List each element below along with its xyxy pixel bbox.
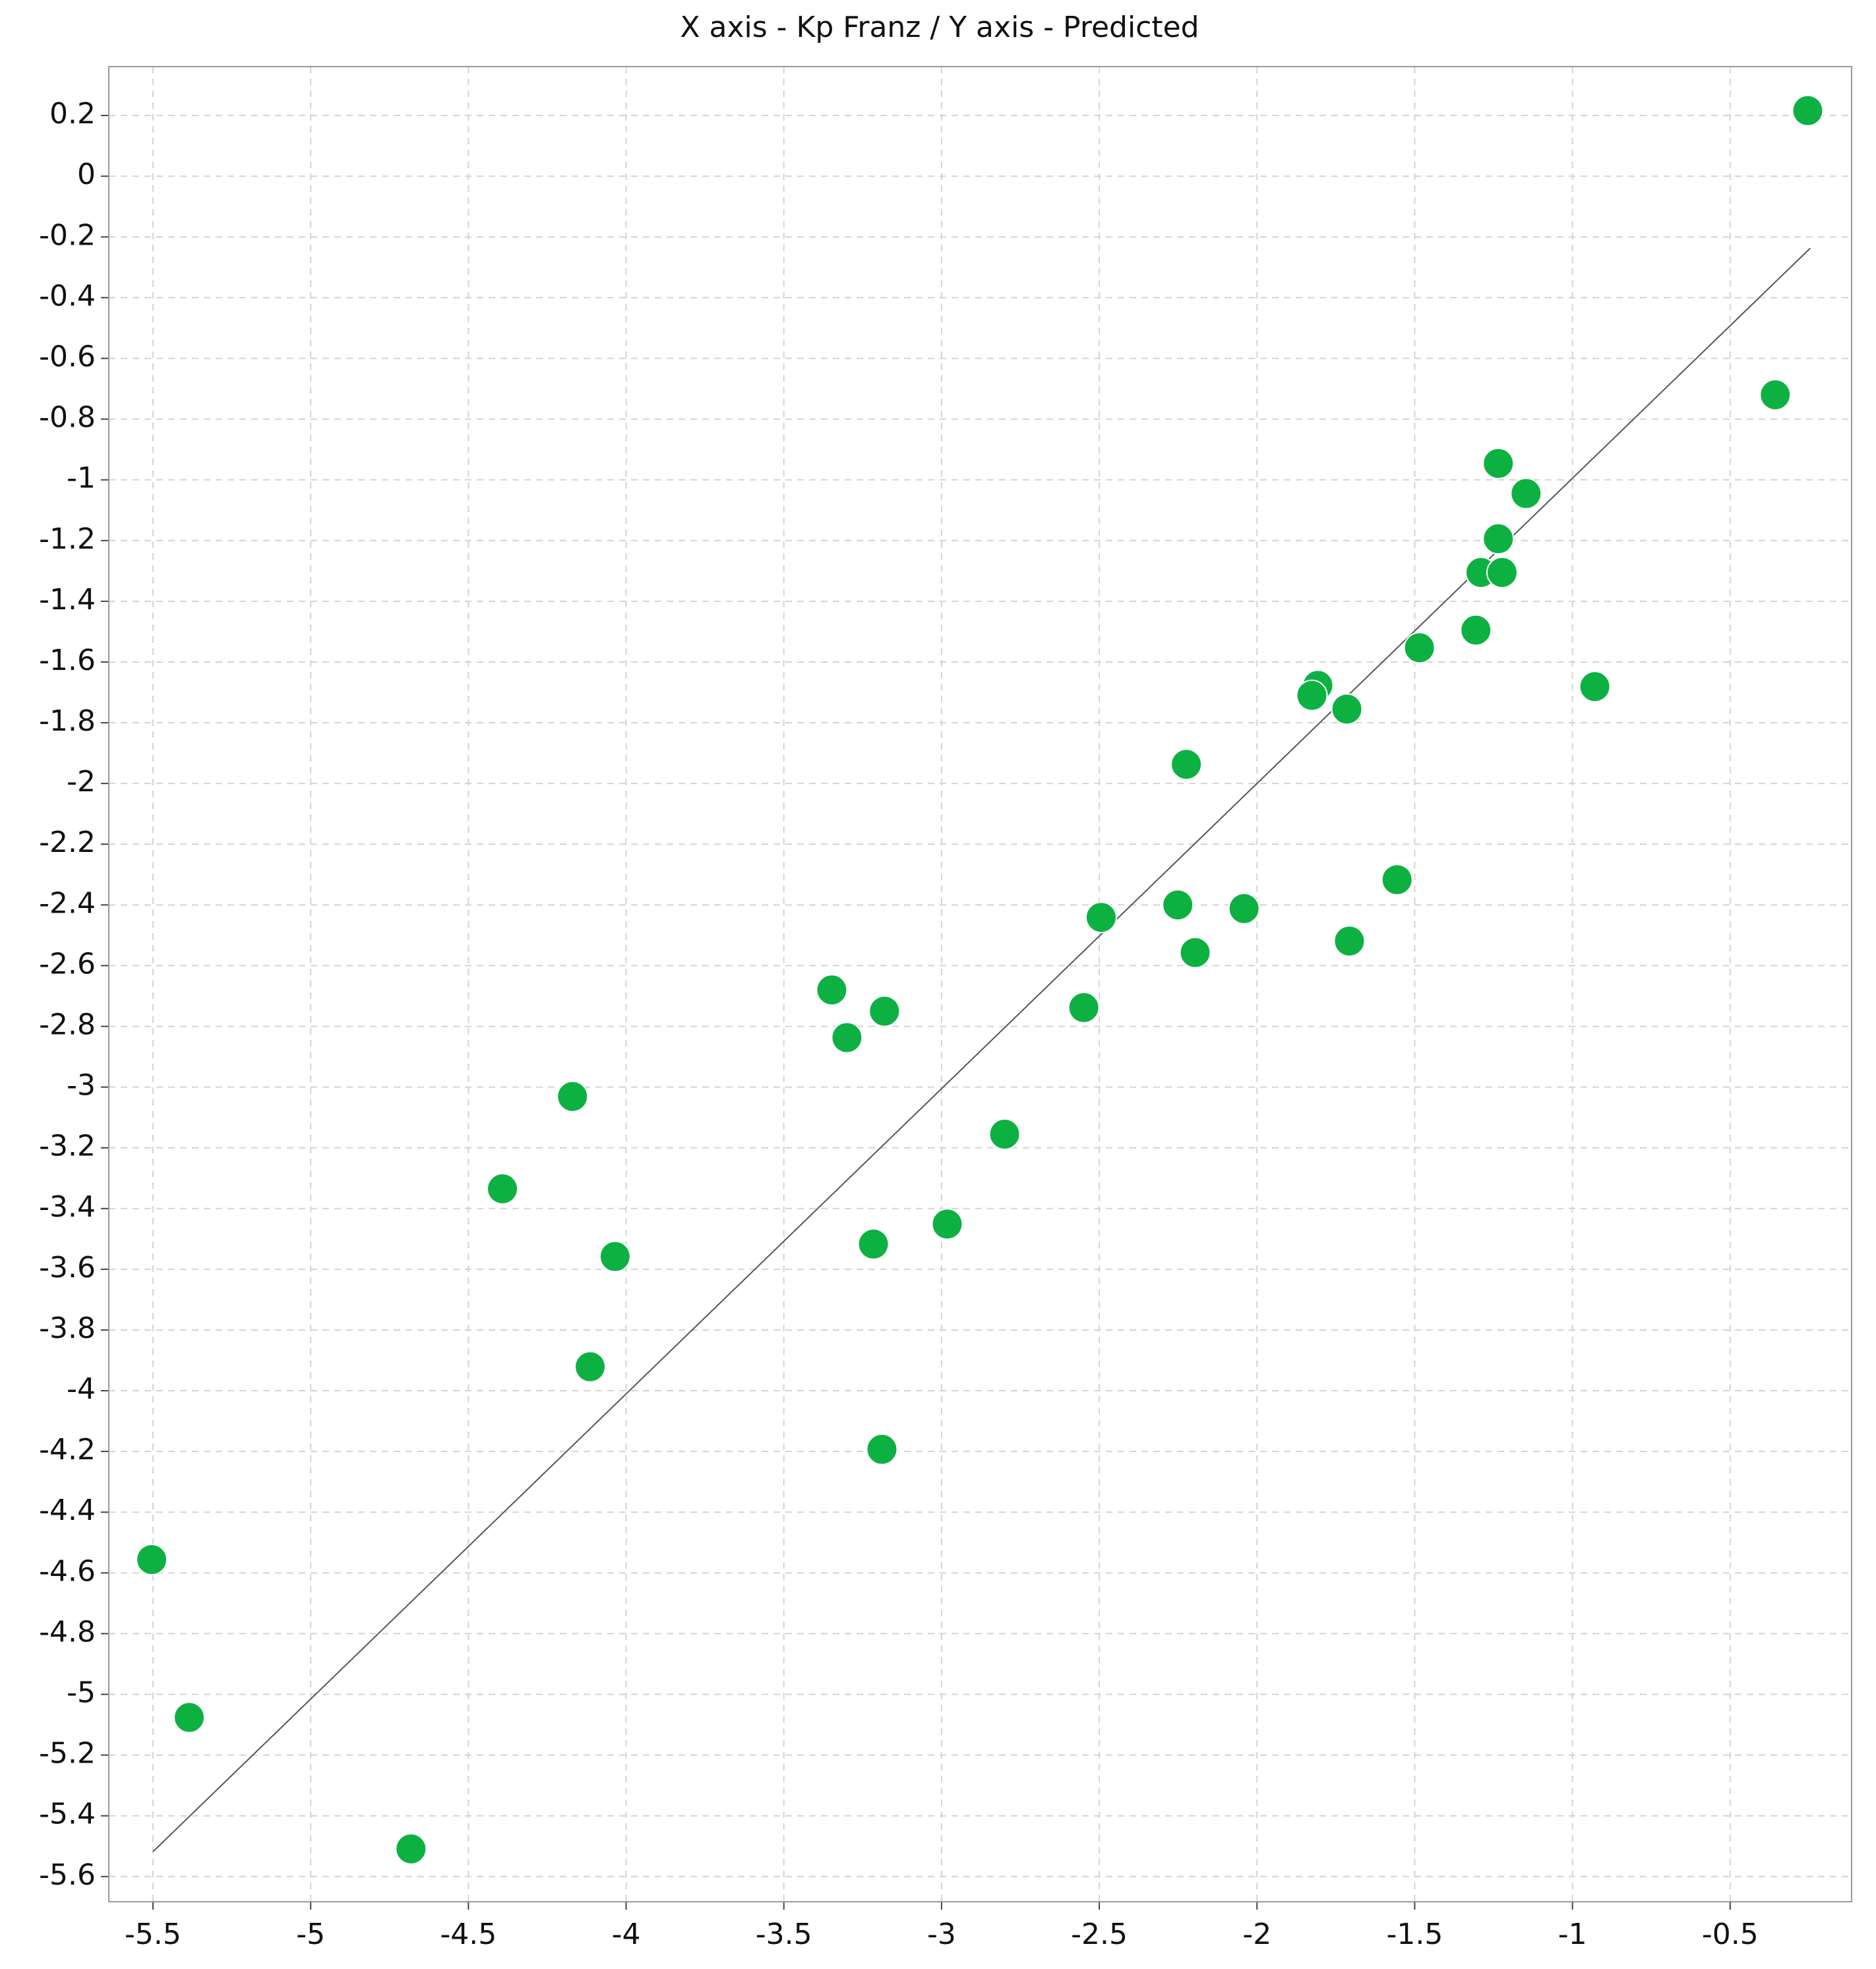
y-tick-label: -4.6 [39,1554,96,1588]
chart-title: X axis - Kp Franz / Y axis - Predicted [680,11,1199,44]
y-tick-label: -2 [67,765,96,799]
point [1486,557,1518,589]
point [866,1433,898,1465]
point [1460,614,1492,646]
point [1333,925,1366,957]
point [1482,447,1515,479]
y-tick-label: -0.8 [39,401,96,435]
y-tick-label: -0.6 [39,340,96,373]
x-tick-label: -0.5 [1702,1918,1759,1951]
y-tick-label: -3.2 [39,1130,96,1163]
point [1296,679,1328,712]
point [1482,523,1515,555]
point [831,1021,863,1054]
y-tick-label: -3.4 [39,1190,96,1224]
x-tick-label: -5.5 [125,1918,181,1951]
y-tick-label: -1.6 [39,644,96,677]
x-tick-label: -2 [1242,1918,1271,1951]
point [1381,864,1413,896]
x-tick-label: -4.5 [440,1918,497,1951]
point [557,1080,589,1112]
y-tick-label: -5.4 [39,1798,96,1831]
y-tick-label: 0.2 [49,97,96,131]
x-tick-label: -3 [927,1918,956,1951]
point [1403,632,1436,664]
y-tick-label: -3.8 [39,1312,96,1345]
y-tick-label: -5.6 [39,1858,96,1892]
y-tick-label: -4.8 [39,1615,96,1649]
x-tick-label: -1.5 [1387,1918,1443,1951]
y-tick-label: -4 [67,1372,96,1406]
point [988,1118,1021,1150]
y-tick-label: -1 [67,462,96,495]
y-tick-label: -4.4 [39,1494,96,1527]
point [1179,936,1211,969]
y-tick-label: -1.2 [39,522,96,556]
x-tick-label: -1 [1558,1918,1587,1951]
y-tick-label: -2.6 [39,947,96,981]
point [1331,693,1363,725]
x-tick-label: -2.5 [1071,1918,1128,1951]
point [1510,477,1542,510]
point [1085,901,1117,934]
point [1162,889,1194,921]
y-tick-label: -0.2 [39,218,96,252]
y-tick-label: 0 [77,158,96,191]
plot-frame [108,66,1852,1902]
y-tick-label: -4.2 [39,1433,96,1467]
fit-line [152,247,1811,1852]
point [487,1172,519,1205]
point [868,995,901,1027]
point [857,1228,890,1260]
point [1579,671,1611,703]
point [1170,748,1203,781]
y-tick-label: -2.4 [39,886,96,920]
point [395,1833,427,1865]
y-tick-label: -5.2 [39,1737,96,1771]
x-tick-label: -4 [612,1918,641,1951]
x-tick-label: -5 [296,1918,325,1951]
point [1759,379,1792,411]
y-tick-label: -1.8 [39,704,96,738]
y-tick-label: -1.4 [39,583,96,617]
point [574,1350,606,1383]
y-tick-label: -0.4 [39,279,96,313]
y-tick-label: -2.8 [39,1008,96,1042]
point [136,1544,168,1576]
point [816,974,848,1006]
point [931,1208,963,1240]
y-tick-label: -3.6 [39,1251,96,1285]
point [173,1701,205,1734]
y-tick-label: -2.2 [39,826,96,859]
point [1792,94,1824,127]
point [1068,991,1100,1023]
x-tick-label: -3.5 [756,1918,812,1951]
y-tick-label: -3 [67,1069,96,1103]
point [599,1240,631,1273]
y-tick-label: -5 [67,1676,96,1710]
point [1228,892,1260,924]
